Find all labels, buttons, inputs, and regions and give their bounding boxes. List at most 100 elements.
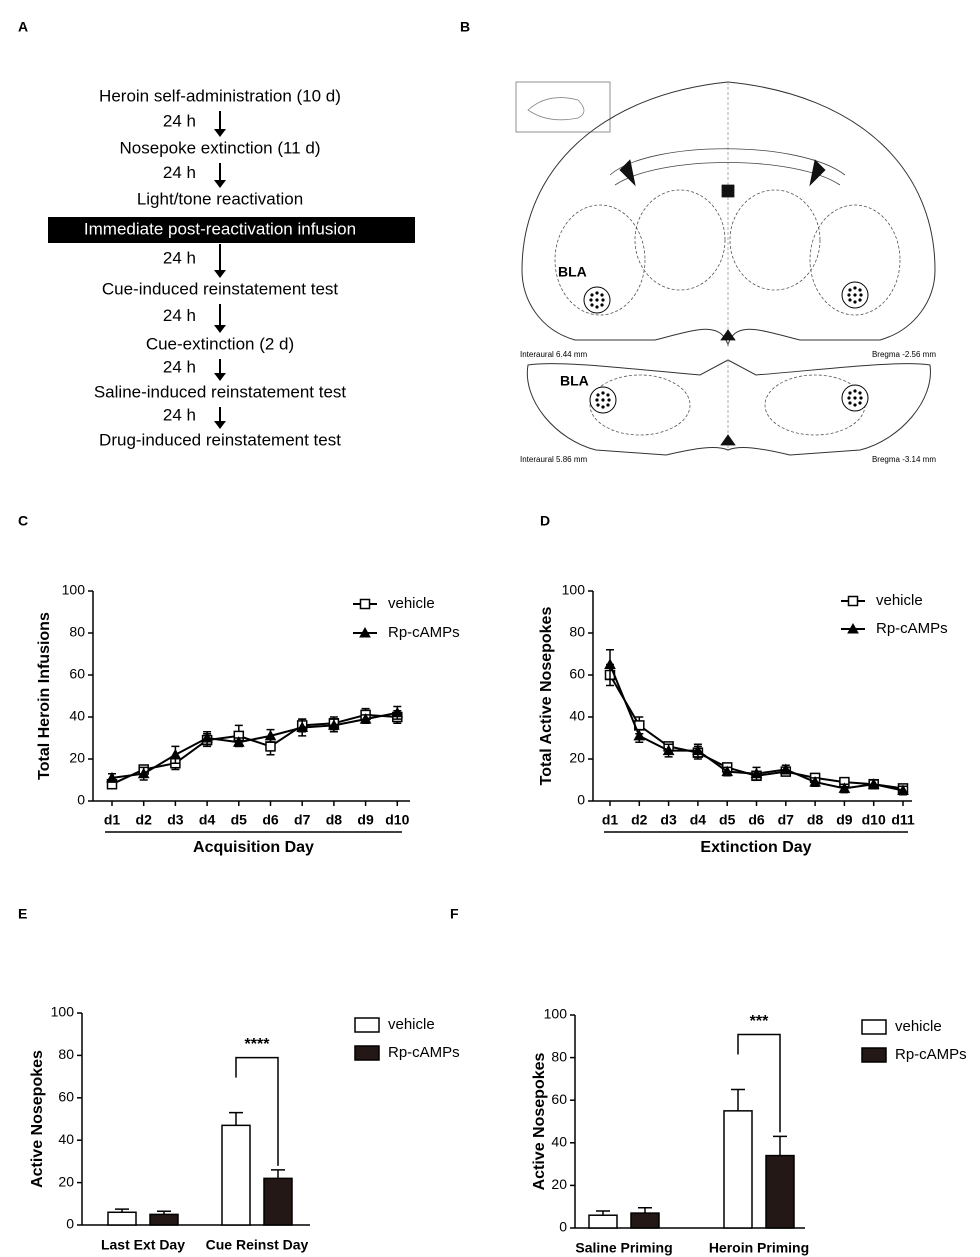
error-bar <box>638 1207 652 1214</box>
y-axis-label: Active Nosepokes <box>531 1052 548 1190</box>
x-tick-label: d6 <box>262 812 279 828</box>
x-tick-label: d7 <box>778 812 795 828</box>
x-tick-label: Heroin Priming <box>709 1240 809 1256</box>
flow-step: Saline-induced reinstatement test <box>94 382 347 401</box>
bar <box>630 1212 660 1229</box>
site-dot <box>853 403 857 407</box>
site-dot <box>600 303 604 307</box>
x-tick-label: d8 <box>326 812 343 828</box>
marker <box>809 776 821 787</box>
site-dot <box>601 398 605 402</box>
site-dot <box>847 293 851 297</box>
marker <box>296 721 309 732</box>
marker <box>867 778 880 789</box>
x-tick-label: d5 <box>231 812 248 828</box>
site-dot <box>590 303 594 307</box>
y-axis-label: Active Nosepokes <box>29 1050 46 1188</box>
site-dot <box>859 396 863 400</box>
site-dot <box>848 288 852 292</box>
significance-label: **** <box>245 1036 271 1053</box>
flow-interval: 24 h <box>163 111 196 130</box>
arrow-head <box>214 373 226 381</box>
site-dot <box>848 298 852 302</box>
y-tick-label: 0 <box>77 792 85 808</box>
x-tick-label: d4 <box>199 812 216 828</box>
marker <box>721 765 734 777</box>
bar <box>263 1177 293 1226</box>
legend-swatch <box>861 1019 887 1035</box>
site-dot <box>847 396 851 400</box>
marker <box>328 719 340 730</box>
y-tick-label: 40 <box>58 1131 74 1147</box>
site-dot <box>858 298 862 302</box>
marker <box>264 729 277 741</box>
marker <box>391 706 404 718</box>
site-dot <box>595 305 599 309</box>
y-axis-label: Total Heroin Infusions <box>36 612 53 780</box>
legend-label: Rp-cAMPs <box>388 624 460 641</box>
y-axis-label: Total Active Nosepokes <box>538 607 555 786</box>
site-dot <box>600 293 604 297</box>
y-tick-label: 100 <box>562 582 586 598</box>
y-tick-label: 20 <box>569 750 585 766</box>
flow-interval: 24 h <box>163 306 196 325</box>
significance-bracket <box>737 1033 781 1133</box>
flow-step: Immediate post-reactivation infusion <box>84 219 356 238</box>
y-tick-label: 0 <box>66 1216 74 1232</box>
y-tick-label: 60 <box>569 666 585 682</box>
x-tick-label: Cue Reinst Day <box>206 1237 309 1253</box>
arrow-head <box>214 270 226 278</box>
x-tick-label: d10 <box>385 812 409 828</box>
y-tick-label: 20 <box>69 750 85 766</box>
bar <box>221 1124 251 1226</box>
x-tick-label: d9 <box>836 812 853 828</box>
y-tick-label: 40 <box>569 708 585 724</box>
marker <box>779 763 792 774</box>
significance-bracket <box>235 1056 279 1166</box>
y-tick-label: 60 <box>58 1089 74 1105</box>
interaural-label: Interaural 6.44 mm <box>520 350 587 359</box>
flow-interval: 24 h <box>163 405 196 424</box>
y-tick-label: 80 <box>58 1046 74 1062</box>
legend-swatch <box>354 1045 380 1061</box>
site-dot <box>601 391 605 395</box>
site-dot <box>853 300 857 304</box>
y-tick-label: 20 <box>58 1173 74 1189</box>
y-tick-label: 60 <box>551 1091 567 1107</box>
x-tick-label: d1 <box>602 812 619 828</box>
site-dot <box>595 298 599 302</box>
flow-step: Nosepoke extinction (11 d) <box>120 138 321 157</box>
marker <box>359 626 371 638</box>
bregma-label: Bregma -3.14 mm <box>872 455 936 464</box>
site-dot <box>853 286 857 290</box>
highlight-box <box>48 217 415 243</box>
significance-label: *** <box>750 1013 769 1030</box>
series-line <box>111 711 398 779</box>
x-tick-label: d8 <box>807 812 824 828</box>
arrow-head <box>214 129 226 137</box>
bar <box>107 1211 137 1226</box>
x-tick-label: d4 <box>690 812 707 828</box>
y-tick-label: 100 <box>51 1004 75 1020</box>
y-tick-label: 40 <box>69 708 85 724</box>
x-tick-label: d11 <box>891 812 915 828</box>
bar <box>723 1110 753 1229</box>
site-dot <box>858 288 862 292</box>
site-dot <box>606 393 610 397</box>
y-tick-label: 20 <box>551 1176 567 1192</box>
series-line <box>111 713 398 786</box>
site-dot <box>606 403 610 407</box>
legend-label: vehicle <box>876 592 923 609</box>
flow-step: Cue-induced reinstatement test <box>102 279 339 298</box>
site-dot <box>596 403 600 407</box>
marker <box>838 782 851 793</box>
site-dot <box>848 401 852 405</box>
site-dot <box>595 291 599 295</box>
x-tick-label: d7 <box>294 812 311 828</box>
y-tick-label: 100 <box>544 1006 568 1022</box>
marker <box>750 767 763 779</box>
flow-step: Light/tone reactivation <box>137 189 303 208</box>
legend-label: Rp-cAMPs <box>388 1044 460 1061</box>
legend-swatch <box>354 1017 380 1033</box>
